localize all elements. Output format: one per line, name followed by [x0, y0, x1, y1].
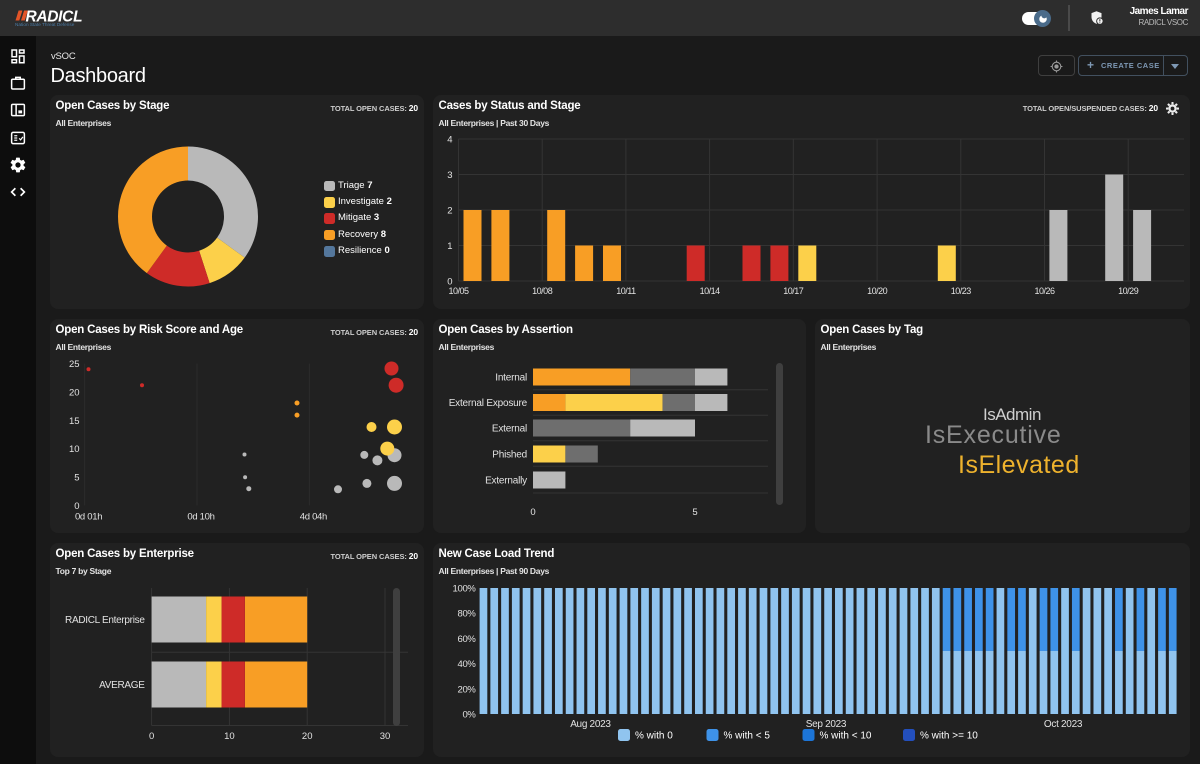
svg-text:4d 04h: 4d 04h [300, 511, 327, 522]
svg-text:External: External [492, 424, 527, 435]
svg-text:% with < 5: % with < 5 [724, 731, 771, 742]
svg-text:10/05: 10/05 [448, 286, 469, 296]
svg-text:External Exposure: External Exposure [449, 398, 528, 409]
svg-text:Internal: Internal [495, 373, 527, 384]
svg-text:30: 30 [380, 731, 391, 742]
svg-text:25: 25 [69, 359, 80, 370]
svg-text:0: 0 [530, 507, 535, 518]
svg-text:0: 0 [447, 277, 452, 288]
svg-text:AVERAGE: AVERAGE [99, 680, 145, 691]
svg-text:0d 01h: 0d 01h [75, 511, 102, 522]
svg-text:4: 4 [447, 135, 452, 146]
svg-text:% with >= 10: % with >= 10 [920, 731, 978, 742]
svg-text:10/14: 10/14 [700, 286, 721, 296]
svg-text:0: 0 [74, 501, 79, 512]
svg-text:RADICL Enterprise: RADICL Enterprise [65, 615, 145, 626]
svg-text:5: 5 [692, 507, 697, 518]
svg-text:80%: 80% [457, 609, 476, 620]
svg-text:0: 0 [149, 731, 154, 742]
svg-text:100%: 100% [452, 584, 476, 595]
svg-text:2: 2 [447, 206, 452, 217]
svg-text:1: 1 [447, 241, 452, 252]
svg-text:10/29: 10/29 [1118, 286, 1139, 296]
svg-text:Aug 2023: Aug 2023 [570, 719, 611, 730]
svg-text:10/08: 10/08 [532, 286, 553, 296]
svg-text:Sep 2023: Sep 2023 [806, 719, 847, 730]
svg-text:3: 3 [447, 170, 452, 181]
svg-text:Nation State Threat Defense: Nation State Threat Defense [15, 22, 75, 27]
svg-text:0%: 0% [462, 710, 476, 721]
svg-text:15: 15 [69, 416, 80, 427]
svg-text:5: 5 [74, 473, 79, 484]
svg-text:% with 0: % with 0 [635, 731, 673, 742]
svg-text:20: 20 [69, 388, 80, 399]
svg-text:% with < 10: % with < 10 [820, 731, 872, 742]
svg-text:RADICL: RADICL [26, 9, 83, 26]
svg-text:Phished: Phished [492, 450, 527, 461]
svg-text:Oct 2023: Oct 2023 [1044, 719, 1083, 730]
svg-text:10/17: 10/17 [783, 286, 804, 296]
svg-text:10/20: 10/20 [867, 286, 888, 296]
svg-text:20: 20 [302, 731, 313, 742]
svg-text:20%: 20% [457, 684, 476, 695]
svg-text:10/11: 10/11 [616, 286, 636, 296]
svg-text:10/26: 10/26 [1034, 286, 1055, 296]
svg-text:0d 10h: 0d 10h [187, 511, 214, 522]
svg-text:10: 10 [224, 731, 235, 742]
svg-text:60%: 60% [457, 634, 476, 645]
svg-text:Externally: Externally [485, 476, 527, 487]
svg-text:10: 10 [69, 444, 80, 455]
svg-text:40%: 40% [457, 659, 476, 670]
svg-text:10/23: 10/23 [951, 286, 972, 296]
